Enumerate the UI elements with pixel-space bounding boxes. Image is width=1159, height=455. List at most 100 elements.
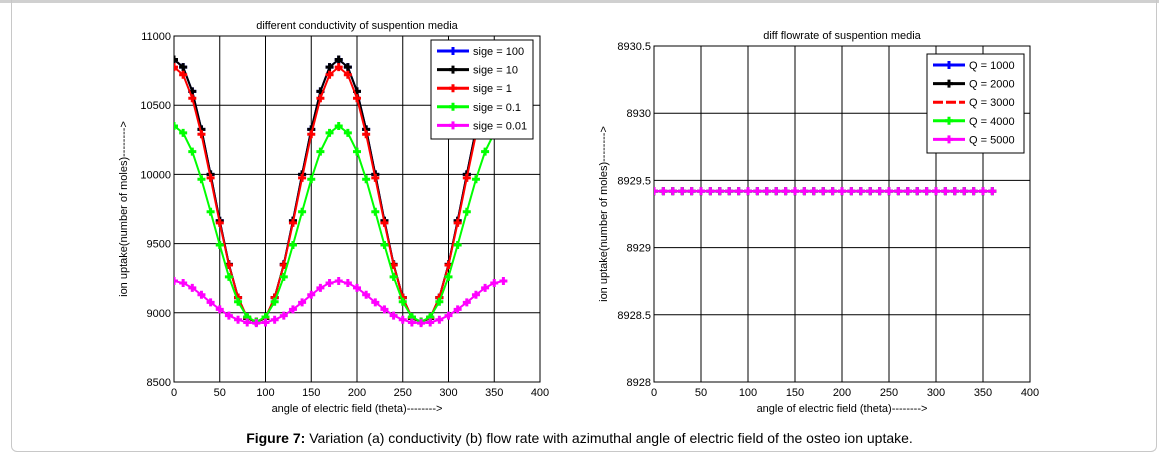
data-point-marker	[734, 187, 743, 196]
data-point-marker	[490, 279, 499, 288]
data-point-marker	[343, 128, 352, 137]
data-point-marker	[950, 187, 959, 196]
data-point-marker	[453, 305, 462, 314]
data-point-marker	[188, 94, 197, 103]
legend-item: sige = 10	[437, 65, 518, 77]
legend-marker	[945, 135, 953, 144]
series-group	[174, 55, 508, 328]
y-tick-label: 8930	[627, 108, 651, 120]
figure-frame	[11, 0, 1157, 452]
data-point-marker	[706, 187, 715, 196]
data-point-marker	[444, 272, 453, 281]
legend-marker	[449, 102, 457, 111]
data-point-marker	[828, 187, 837, 196]
legend-label: Q = 1000	[969, 60, 1015, 72]
figure-caption: Figure 7: Variation (a) conductivity (b)…	[0, 430, 1159, 446]
y-tick-label: 10000	[140, 169, 171, 181]
caption-text: Variation (a) conductivity (b) flow rate…	[305, 430, 913, 446]
data-point-marker	[380, 240, 389, 249]
y-tick-label: 10500	[140, 100, 171, 112]
legend-label: sige = 0.01	[473, 120, 527, 132]
data-point-marker	[426, 318, 435, 327]
x-tick-label: 0	[651, 387, 657, 399]
data-point-marker	[856, 187, 865, 196]
data-point-marker	[988, 187, 997, 196]
y-tick-label: 9000	[147, 308, 171, 320]
data-point-marker	[353, 283, 361, 292]
x-tick-label: 50	[695, 387, 707, 399]
data-point-marker	[462, 173, 471, 182]
legend-label: sige = 1	[473, 83, 512, 95]
x-tick-label: 100	[739, 387, 757, 399]
data-point-marker	[781, 187, 790, 196]
chart-title: diff flowrate of suspention media	[763, 30, 921, 42]
legend-marker	[449, 121, 457, 130]
x-tick-label: 100	[256, 387, 274, 399]
x-tick-label: 300	[927, 387, 945, 399]
data-point-marker	[398, 315, 407, 324]
data-point-marker	[343, 70, 352, 79]
y-tick-label: 8928.5	[617, 310, 651, 322]
y-tick-label: 9500	[147, 239, 171, 251]
data-point-marker	[744, 187, 752, 196]
data-point-marker	[678, 187, 687, 196]
chart-conductivity: different conductivity of suspention med…	[118, 20, 549, 415]
data-point-marker	[407, 318, 416, 327]
data-point-marker	[353, 94, 361, 103]
data-point-marker	[298, 173, 307, 182]
data-point-marker	[838, 187, 846, 196]
legend: Q = 1000 Q = 2000 Q = 3000 Q = 4000 Q = 5000	[926, 53, 1025, 154]
y-axis-label: ion uptake(number of moles)-------->	[118, 121, 130, 297]
data-point-marker	[922, 187, 931, 196]
data-point-marker	[288, 305, 297, 314]
data-point-marker	[471, 290, 480, 299]
data-point-marker	[875, 187, 884, 196]
legend-item: sige = 0.01	[437, 120, 527, 132]
data-point-marker	[362, 290, 371, 299]
y-tick-label: 8500	[147, 377, 171, 389]
data-point-marker	[659, 187, 668, 196]
data-point-marker	[234, 315, 243, 324]
data-point-marker	[800, 187, 809, 196]
data-point-marker	[398, 297, 407, 306]
y-axis-label: ion uptake(number of moles)-------->	[598, 126, 610, 302]
data-point-marker	[334, 63, 343, 72]
legend-item: Q = 1000	[933, 60, 1015, 72]
data-point-marker	[279, 272, 288, 281]
data-point-marker	[179, 279, 188, 288]
data-point-marker	[847, 187, 856, 196]
series-line	[174, 279, 504, 325]
data-point-marker	[206, 173, 215, 182]
data-point-marker	[960, 187, 969, 196]
plot-area-border	[173, 35, 541, 383]
data-point-marker	[215, 240, 224, 249]
legend: sige = 100 sige = 10 sige = 1 sige = 0.1 sig…	[430, 39, 534, 140]
data-point-marker	[243, 318, 252, 327]
y-tick-label: 11000	[141, 31, 171, 43]
legend-marker	[945, 61, 953, 69]
data-point-marker	[913, 187, 922, 196]
caption-label: Figure 7:	[246, 430, 306, 446]
data-point-marker	[174, 121, 178, 130]
data-point-marker	[894, 187, 903, 196]
data-point-marker	[179, 128, 188, 137]
data-point-marker	[380, 218, 389, 227]
data-point-marker	[334, 276, 343, 285]
data-point-marker	[288, 240, 297, 249]
series-q-5000	[654, 187, 997, 196]
data-point-marker	[307, 130, 316, 139]
data-point-marker	[809, 187, 818, 196]
x-tick-label: 200	[833, 387, 851, 399]
data-point-marker	[435, 297, 444, 306]
data-point-marker	[174, 63, 178, 72]
data-point-marker	[362, 175, 371, 184]
data-point-marker	[866, 187, 875, 196]
x-tick-label: 400	[531, 387, 549, 399]
data-point-marker	[453, 218, 462, 227]
data-point-marker	[791, 187, 799, 196]
x-tick-label: 350	[974, 387, 992, 399]
data-point-marker	[174, 276, 178, 285]
x-tick-label: 200	[348, 387, 366, 399]
data-point-marker	[389, 272, 398, 281]
data-point-marker	[298, 207, 307, 216]
